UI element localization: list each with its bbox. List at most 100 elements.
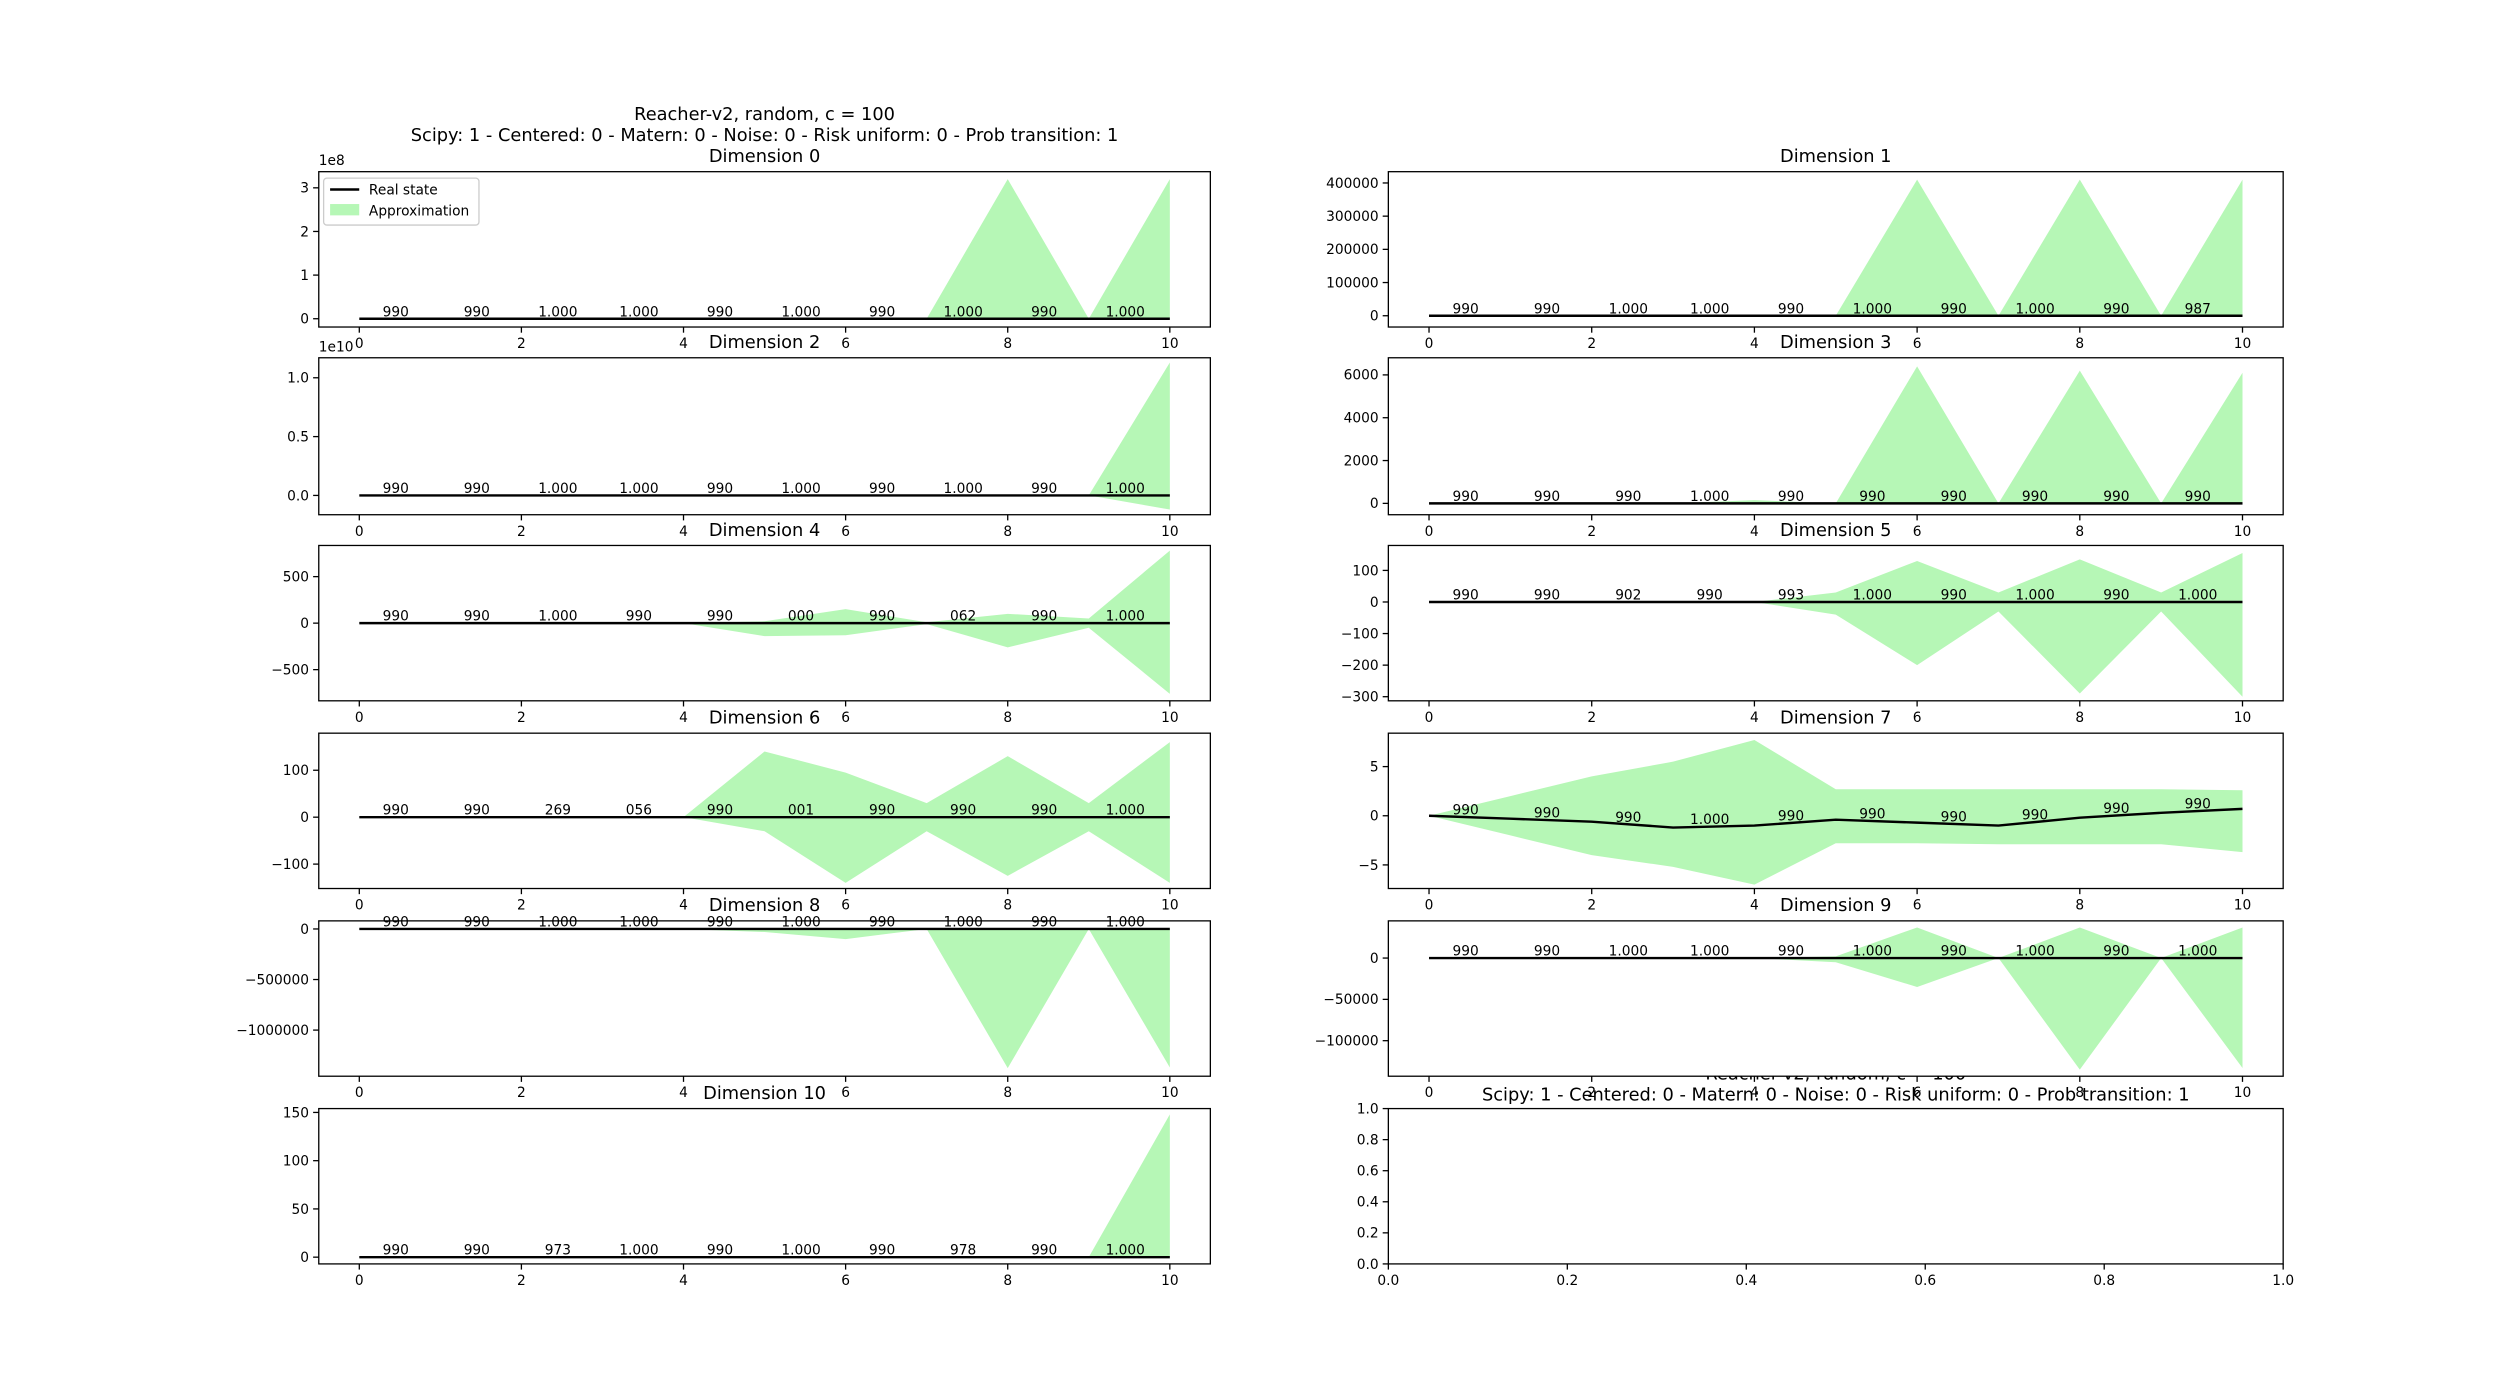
x-tick-label: 4 bbox=[1750, 336, 1759, 352]
y-tick-label: 100000 bbox=[1326, 275, 1379, 291]
x-tick-label: 0 bbox=[355, 1273, 364, 1289]
axes-title: Dimension 5 bbox=[1780, 520, 1891, 541]
x-tick-label: 6 bbox=[1913, 524, 1922, 540]
plot-area bbox=[1429, 179, 2243, 317]
x-tick-label: 6 bbox=[841, 336, 850, 352]
x-tick-label: 4 bbox=[679, 898, 688, 914]
point-annotation: 1.000 bbox=[1609, 301, 1648, 317]
point-annotation: 990 bbox=[464, 803, 490, 819]
y-tick-label: −5 bbox=[1358, 858, 1378, 874]
x-tick-label: 10 bbox=[1161, 1273, 1179, 1289]
x-tick-label: 0 bbox=[1425, 710, 1434, 726]
y-tick-label: 0 bbox=[1370, 496, 1379, 512]
x-tick-label: 0.8 bbox=[2093, 1273, 2115, 1289]
point-annotation: 990 bbox=[1941, 489, 1967, 505]
point-annotation: 990 bbox=[1031, 915, 1057, 931]
x-tick-label: 0 bbox=[355, 336, 364, 352]
point-annotation: 1.000 bbox=[2015, 301, 2054, 317]
point-annotation: 056 bbox=[626, 803, 652, 819]
x-tick-label: 8 bbox=[1003, 336, 1012, 352]
axes-background bbox=[1388, 1108, 2284, 1264]
x-tick-label: 10 bbox=[1161, 1085, 1179, 1101]
axes-frame bbox=[318, 171, 1212, 328]
x-tick-label: 4 bbox=[1750, 524, 1759, 540]
point-annotation: 990 bbox=[707, 915, 733, 931]
point-annotation: 990 bbox=[1859, 489, 1885, 505]
plot-area bbox=[1429, 366, 2243, 505]
x-tick-label: 8 bbox=[2075, 1085, 2084, 1101]
y-tick-label: 400000 bbox=[1326, 176, 1379, 192]
plot-area bbox=[359, 742, 1170, 883]
y-tick-label: 0 bbox=[1370, 595, 1379, 611]
axes-frame bbox=[1387, 544, 2284, 702]
real-state-line bbox=[1428, 807, 2243, 829]
point-annotation: 990 bbox=[464, 915, 490, 931]
y-tick-label: 100 bbox=[283, 763, 309, 779]
point-annotation: 990 bbox=[383, 304, 409, 320]
x-tick-label: 0 bbox=[355, 524, 364, 540]
x-tick-label: 2 bbox=[517, 1273, 526, 1289]
axes-frame bbox=[318, 732, 1212, 890]
point-annotation: 990 bbox=[869, 915, 895, 931]
x-tick-label: 4 bbox=[1750, 710, 1759, 726]
x-tick-label: 2 bbox=[1587, 1085, 1596, 1101]
point-annotation: 1.000 bbox=[2178, 944, 2217, 960]
point-annotation: 990 bbox=[707, 609, 733, 625]
x-tick-label: 4 bbox=[679, 710, 688, 726]
point-annotation: 1.000 bbox=[1690, 944, 1729, 960]
x-tick-label: 6 bbox=[1913, 898, 1922, 914]
point-annotation: 987 bbox=[2185, 301, 2211, 317]
point-annotation: 990 bbox=[2103, 801, 2129, 817]
point-annotation: 990 bbox=[464, 304, 490, 320]
point-annotation: 990 bbox=[1941, 944, 1967, 960]
x-tick-label: 2 bbox=[517, 336, 526, 352]
x-tick-label: 8 bbox=[1003, 1273, 1012, 1289]
x-tick-label: 0.2 bbox=[1556, 1273, 1578, 1289]
point-annotation: 990 bbox=[1778, 809, 1804, 825]
point-annotation: 1.000 bbox=[1609, 944, 1648, 960]
x-tick-label: 4 bbox=[679, 1085, 688, 1101]
x-tick-label: 2 bbox=[517, 1085, 526, 1101]
axes-title: Scipy: 1 - Centered: 0 - Matern: 0 - Noi… bbox=[1482, 1084, 2190, 1105]
point-annotation: 990 bbox=[2185, 489, 2211, 505]
x-tick-label: 10 bbox=[1161, 336, 1179, 352]
y-tick-label: 1.0 bbox=[1357, 1101, 1379, 1117]
axes-title: Dimension 0 bbox=[709, 146, 820, 167]
x-tick-label: 10 bbox=[1161, 898, 1179, 914]
point-annotation: 990 bbox=[383, 481, 409, 497]
point-annotation: 1.000 bbox=[781, 1243, 820, 1259]
axes-frame bbox=[1387, 171, 2284, 328]
y-tick-label: 0.5 bbox=[287, 429, 309, 445]
y-tick-label: 0 bbox=[300, 1250, 309, 1266]
axes-title: Dimension 7 bbox=[1780, 707, 1891, 728]
y-tick-label: −50000 bbox=[1323, 992, 1378, 1008]
axes-title: Dimension 9 bbox=[1780, 895, 1891, 916]
y-tick-label: −500000 bbox=[245, 972, 309, 988]
x-tick-label: 2 bbox=[1587, 898, 1596, 914]
axes-title: Dimension 2 bbox=[709, 332, 820, 353]
x-tick-label: 2 bbox=[1587, 524, 1596, 540]
y-tick-label: 0.2 bbox=[1357, 1226, 1379, 1242]
axes-title: Dimension 1 bbox=[1780, 146, 1891, 167]
y-tick-label: 0.0 bbox=[1357, 1257, 1379, 1273]
y-tick-label: 0.4 bbox=[1357, 1195, 1379, 1211]
point-annotation: 990 bbox=[707, 481, 733, 497]
x-tick-label: 10 bbox=[1161, 524, 1179, 540]
x-tick-label: 0.4 bbox=[1735, 1273, 1757, 1289]
x-tick-label: 10 bbox=[2234, 710, 2252, 726]
point-annotation: 990 bbox=[1453, 489, 1479, 505]
x-tick-label: 4 bbox=[1750, 1085, 1759, 1101]
x-tick-label: 2 bbox=[1587, 336, 1596, 352]
approximation-band bbox=[359, 928, 1170, 1069]
point-annotation: 990 bbox=[707, 1243, 733, 1259]
y-tick-label: −1000000 bbox=[236, 1023, 309, 1039]
x-tick-label: 2 bbox=[517, 524, 526, 540]
point-annotation: 990 bbox=[869, 481, 895, 497]
point-annotation: 000 bbox=[788, 609, 814, 625]
point-annotation: 1.000 bbox=[1106, 803, 1145, 819]
point-annotation: 1.000 bbox=[1853, 301, 1892, 317]
y-tick-label: 500 bbox=[283, 569, 309, 585]
y-tick-label: −100 bbox=[271, 857, 309, 873]
legend: Real state Approximation bbox=[322, 177, 480, 226]
axes-background bbox=[318, 357, 1211, 515]
